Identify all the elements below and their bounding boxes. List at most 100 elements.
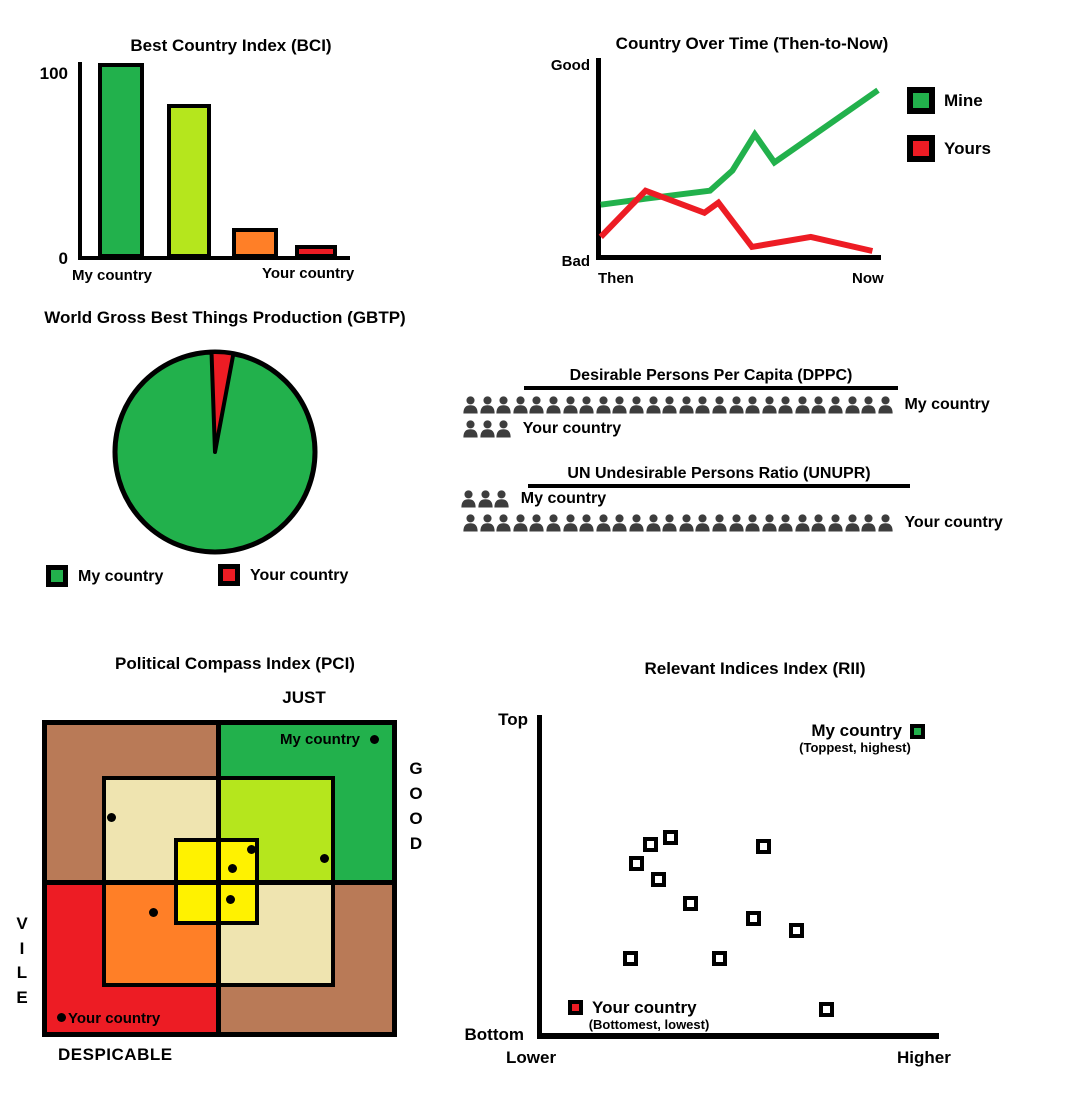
person-icon [612, 396, 627, 414]
bci-bar-point [232, 228, 278, 258]
legend-swatch-mine-fill [913, 93, 929, 108]
person-icon [463, 420, 478, 438]
person-icon [629, 514, 644, 532]
person-icon [477, 490, 493, 508]
over-time-xlabel-then: Then [598, 270, 634, 287]
rii-marker [651, 871, 667, 887]
rii-marker [623, 951, 639, 967]
bci-bar-your-country [295, 245, 337, 258]
person-icon [762, 396, 777, 414]
legend-swatch-yours-fill [913, 141, 929, 156]
person-icon [645, 514, 661, 532]
rii-marker [788, 922, 804, 938]
person-icon [712, 514, 727, 532]
person-icon [645, 396, 661, 414]
pci-dot [228, 863, 238, 873]
person-icon [695, 396, 710, 414]
person-icon [795, 514, 810, 532]
person-icon [861, 514, 876, 532]
pci-label-despicable: DESPICABLE [58, 1045, 173, 1064]
over-time-plot [598, 87, 880, 254]
rii-marker [756, 839, 772, 855]
over-time-legend-mine: Mine [907, 87, 983, 114]
person-icon [529, 396, 544, 414]
rii-marker [642, 836, 658, 852]
person-icon [845, 396, 860, 414]
person-icon [496, 514, 511, 532]
dppc-row-label-my-country: My country [904, 395, 990, 413]
person-icon [461, 490, 476, 508]
person-icon [728, 396, 744, 414]
pci-dot-my-country [370, 734, 380, 744]
person-icon [562, 514, 578, 532]
person-icon [845, 514, 860, 532]
person-icon [579, 514, 594, 532]
unupr-row-your-country: Your country [463, 513, 1003, 532]
person-icon [579, 396, 594, 414]
legend-swatch-mine [907, 87, 935, 114]
person-icon [695, 514, 710, 532]
rii-marker [628, 856, 644, 872]
person-icon [513, 514, 528, 532]
over-time-line-mine [600, 87, 880, 208]
person-icon [679, 396, 694, 414]
person-icon [712, 396, 727, 414]
person-icon [463, 396, 478, 414]
pci-dot-your-country [56, 1013, 66, 1023]
person-icon [679, 514, 694, 532]
bci-ytick-0: 0 [58, 249, 68, 268]
pci-dot [226, 894, 236, 904]
over-time-xlabel-now: Now [852, 270, 884, 287]
over-time-ylabel-bad: Bad [561, 253, 590, 270]
person-icon [811, 396, 827, 414]
rii-x-axis [537, 1033, 939, 1039]
pci-label-just: JUST [282, 688, 326, 707]
gbtp-title: World Gross Best Things Production (GBTP… [44, 308, 406, 327]
dppc-row-label-your-country: Your country [522, 419, 622, 437]
person-icon [479, 420, 495, 438]
pci-dot [107, 812, 117, 822]
pci-dot [246, 845, 256, 855]
over-time-x-axis [596, 255, 881, 260]
pci-point-label-your-country: Your country [68, 1010, 161, 1027]
gbtp-legend-label-my-country: My country [78, 567, 164, 585]
rii-marker [818, 1001, 834, 1017]
rii-xlabel-lower: Lower [506, 1048, 557, 1067]
person-icon [745, 514, 760, 532]
pci-cross-h [42, 880, 397, 885]
bci-title: Best Country Index (BCI) [130, 36, 332, 55]
rii-marker-your-country [568, 999, 584, 1015]
bci-bar-my-country [98, 63, 144, 258]
person-icon [828, 396, 843, 414]
pci-dot [320, 854, 330, 864]
person-icon [596, 514, 611, 532]
dppc-row-your-country: Your country [463, 419, 621, 438]
person-icon [878, 514, 893, 532]
person-icon [745, 396, 760, 414]
bci-y-axis [78, 62, 82, 260]
bci-ytick-100: 100 [39, 64, 68, 83]
person-icon [513, 396, 528, 414]
gbtp-legend-label-your-country: Your country [250, 566, 349, 584]
legend-label-mine: Mine [944, 91, 983, 110]
rii-marker [683, 895, 699, 911]
gbtp-swatch-your-country-fill [223, 569, 235, 581]
rii-label-my-country: My country [811, 721, 902, 740]
person-icon [762, 514, 777, 532]
pci-compass: My country Your country [42, 720, 397, 1037]
person-icon [612, 514, 627, 532]
person-icon [496, 420, 511, 438]
gbtp-swatch-your-country [218, 564, 240, 586]
rii-marker-my-country [910, 723, 926, 739]
unupr-row-label-your-country: Your country [904, 513, 1003, 531]
person-icon [529, 514, 544, 532]
dppc-title-underline [524, 386, 898, 390]
rii-sublabel-your-country: (Bottomest, lowest) [588, 1017, 710, 1032]
bci-xlabel-my-country: My country [72, 267, 153, 284]
rii-marker [711, 951, 727, 967]
person-icon [546, 514, 561, 532]
bci-xlabel-your-country: Your country [262, 265, 355, 282]
